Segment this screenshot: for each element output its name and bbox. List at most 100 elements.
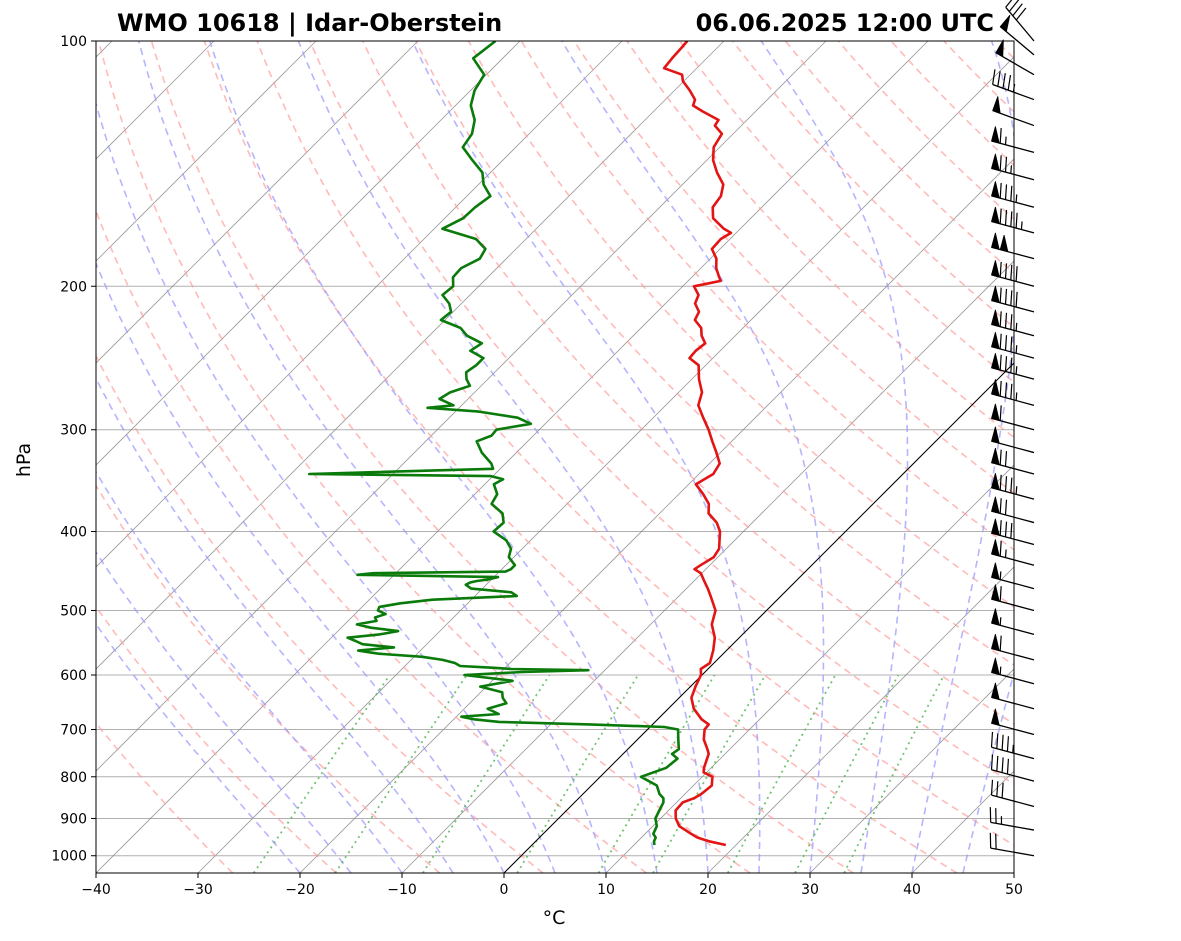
wind-barb-flag (995, 39, 1004, 58)
dry-adiabat-line (96, 354, 544, 873)
dry-adiabat-line (784, 41, 1014, 275)
wind-barb-flag (991, 181, 1000, 199)
dry-adiabat-line (97, 41, 751, 873)
wind-barb (995, 39, 1035, 76)
wind-barb-full (1004, 521, 1008, 537)
wind-barb (991, 379, 1035, 406)
dry-adiabat-line (96, 484, 441, 873)
dry-adiabat-line (467, 41, 1014, 608)
wind-barb-full (1015, 266, 1018, 282)
wind-barb-full (999, 474, 1002, 491)
wind-barb-flag (991, 473, 1000, 491)
wind-barb-half (1015, 392, 1018, 401)
wind-barb-flag (991, 285, 1000, 304)
wind-barb (991, 562, 1035, 590)
wind-barb-full (1001, 757, 1004, 773)
wind-barb-full (999, 333, 1002, 350)
wind-barb-flag (991, 657, 1000, 675)
wind-barb-shaft (1005, 6, 1035, 42)
wind-barb-full (1010, 523, 1013, 539)
wind-barb (991, 426, 1035, 454)
dry-adiabat-line (996, 41, 1014, 60)
isotherm-line (401, 260, 1014, 873)
temperature-line (662, 41, 733, 847)
mixing-ratio-lines (252, 674, 945, 873)
wind-barb-flag (991, 353, 1000, 371)
wind-barb-half (1004, 136, 1007, 145)
wind-barb-flag (991, 496, 1000, 514)
wind-barb-flag (991, 332, 1000, 350)
wind-barb-full (1004, 382, 1008, 398)
wind-barb-full (1005, 0, 1013, 8)
wind-barb (991, 518, 1035, 546)
wind-barb (990, 731, 1035, 760)
wind-barb-full (1004, 263, 1008, 279)
wind-barb-full (1004, 312, 1008, 329)
wind-barb-full (999, 354, 1002, 371)
wind-barb-full (1008, 0, 1020, 12)
wind-barb-full (997, 71, 1001, 87)
wind-barb (992, 69, 1035, 101)
wind-barb (991, 309, 1035, 337)
wind-barb-half (1020, 221, 1023, 230)
wind-barb-flag (991, 584, 1000, 602)
wind-barb-full (1015, 212, 1018, 229)
y-tick-label: 500 (60, 603, 87, 619)
dry-adiabat-line (943, 41, 1014, 113)
y-tick-label: 1000 (51, 849, 87, 865)
wind-barb-full (1004, 156, 1008, 173)
wind-barb (990, 779, 1035, 808)
dry-adiabat-line (520, 41, 1014, 551)
wind-barb-full (1004, 499, 1008, 515)
dry-adiabat-line (203, 41, 958, 873)
y-tick-label: 900 (60, 811, 87, 827)
wind-barb-full (1007, 74, 1012, 91)
chart-title: WMO 10618 | Idar-Oberstein (117, 9, 502, 37)
mixing-ratio-line (597, 674, 716, 873)
mixing-ratio-line (516, 674, 639, 873)
wind-barb (991, 153, 1035, 181)
wind-barb-flag (991, 403, 1000, 421)
mixing-ratio-line (843, 674, 945, 873)
wind-barb-full (1010, 314, 1013, 330)
moist-adiabat-line (1013, 869, 1014, 873)
wind-barb-full (1012, 3, 1023, 17)
dry-adiabat-line (414, 41, 1014, 667)
y-tick-label: 300 (60, 423, 87, 439)
x-tick-label: −20 (285, 882, 315, 898)
mixing-ratio-line (252, 674, 391, 873)
zero-isotherm-line (503, 362, 1014, 873)
wind-barb-flag (991, 539, 1000, 557)
wind-barb-full (1010, 264, 1013, 281)
wind-barb-flag (991, 608, 1000, 626)
wind-barb-full (1004, 335, 1008, 351)
wind-barb-half (1012, 744, 1014, 753)
wind-barb-full (1010, 336, 1013, 352)
wind-barb-full (1002, 73, 1006, 89)
wind-barb (991, 633, 1035, 661)
wind-barb-flag (991, 562, 1000, 580)
wind-barb-flag (991, 232, 1000, 250)
wind-barb (991, 285, 1035, 313)
wind-barb (991, 126, 1035, 154)
x-tick-label: 0 (500, 882, 509, 898)
wind-barb-flag (991, 682, 1000, 700)
dry-adiabat-line (731, 41, 1014, 329)
wind-barb-half (999, 571, 1002, 580)
wind-barb-full (1004, 451, 1008, 467)
x-tick-label: −30 (183, 882, 213, 898)
wind-barb-half (999, 666, 1002, 675)
wind-barb (991, 682, 1035, 710)
dry-adiabat-line (150, 41, 854, 873)
wind-barb-full (1004, 476, 1008, 492)
wind-barb-full (999, 405, 1002, 421)
isotherm-line (0, 41, 10, 873)
mixing-ratio-line (794, 674, 900, 873)
wind-barb-full (1010, 290, 1013, 306)
moist-adiabat-line (96, 101, 556, 873)
wind-barb-full (999, 311, 1002, 327)
wind-barb-flag (991, 309, 1000, 327)
wind-barb-half (1015, 486, 1018, 495)
y-tick-label: 200 (60, 279, 87, 295)
isotherm-line (96, 41, 623, 568)
